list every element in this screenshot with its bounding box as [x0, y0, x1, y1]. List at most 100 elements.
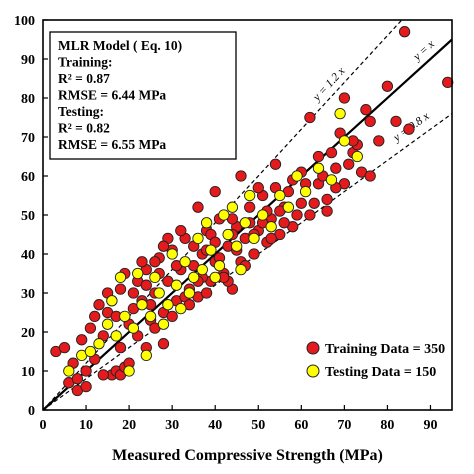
data-point-series-1 — [244, 189, 256, 202]
data-point-series-1 — [157, 318, 170, 330]
info-box-frame — [49, 31, 237, 160]
y-tick-label: 50 — [21, 209, 35, 224]
data-point-series-1 — [101, 318, 114, 330]
data-point-series-1 — [144, 310, 157, 323]
data-point-series-0 — [330, 162, 342, 174]
info-box-line: MLR Model ( Eq. 10) — [58, 38, 182, 53]
data-point-series-1 — [248, 232, 260, 245]
data-point-series-0 — [398, 26, 411, 38]
axes: 0 10 20 30 40 50 60 70 80 90 0 10 20 30 40 50 60 70 80 90 10… — [14, 14, 453, 433]
data-point-series-1 — [205, 244, 217, 256]
data-point-series-1 — [166, 248, 178, 260]
data-point-series-1 — [299, 185, 312, 198]
info-box-line: RMSE = 6.55 MPa — [58, 137, 166, 152]
y-tick-label: 0 — [28, 404, 35, 419]
x-tick-label: 90 — [423, 418, 437, 433]
data-point-series-1 — [209, 271, 221, 284]
data-point-series-0 — [89, 310, 101, 323]
x-tick-label: 20 — [122, 418, 136, 433]
x-tick-label: 0 — [40, 418, 47, 433]
data-point-series-1 — [149, 271, 161, 284]
data-point-series-0 — [364, 115, 376, 128]
data-point-series-1 — [114, 271, 127, 284]
reference-line-label-0: y = x — [411, 38, 438, 64]
data-point-series-1 — [170, 279, 183, 291]
data-point-series-1 — [175, 302, 187, 315]
legend-marker-0 — [306, 341, 320, 355]
x-tick-label: 80 — [380, 418, 394, 433]
data-point-series-0 — [136, 256, 148, 268]
legend-label-0: Training Data = 350 — [325, 342, 445, 357]
data-point-series-0 — [338, 92, 351, 104]
data-point-series-0 — [304, 209, 316, 221]
info-box-line: Training: — [58, 55, 113, 70]
data-point-series-0 — [166, 310, 178, 323]
data-point-series-1 — [183, 287, 196, 299]
data-point-series-1 — [179, 256, 191, 268]
data-point-series-0 — [373, 135, 385, 147]
data-point-series-1 — [162, 299, 174, 311]
data-point-series-0 — [114, 341, 127, 354]
data-point-series-1 — [192, 232, 204, 245]
x-tick-label: 40 — [208, 418, 222, 433]
data-point-series-0 — [192, 201, 204, 213]
data-point-series-0 — [252, 182, 264, 194]
data-point-series-0 — [157, 338, 170, 350]
data-point-series-0 — [360, 104, 372, 116]
data-point-series-1 — [63, 365, 75, 377]
data-point-series-0 — [84, 322, 97, 334]
y-tick-label: 20 — [21, 326, 35, 341]
data-point-series-1 — [84, 345, 97, 358]
data-point-series-0 — [308, 197, 320, 209]
data-point-series-1 — [256, 209, 269, 221]
x-tick-label: 70 — [337, 418, 351, 433]
data-point-series-1 — [291, 170, 303, 182]
legend: Training Data = 350 Testing Data = 150 — [306, 341, 445, 380]
model-info-box: MLR Model ( Eq. 10) Training:R² = 0.87 RMS… — [49, 31, 237, 160]
data-point-series-0 — [200, 287, 213, 299]
data-point-series-0 — [325, 146, 338, 159]
data-point-series-1 — [153, 287, 165, 299]
y-tick-label: 80 — [21, 92, 35, 107]
data-point-series-0 — [295, 197, 307, 209]
data-point-series-0 — [403, 123, 415, 135]
data-point-series-0 — [278, 217, 290, 229]
data-point-series-0 — [58, 341, 71, 354]
data-point-series-1 — [132, 267, 144, 280]
info-box-line: Testing: — [58, 104, 104, 119]
y-tick-label: 10 — [21, 365, 35, 380]
data-point-series-0 — [312, 150, 325, 163]
data-point-series-0 — [390, 115, 402, 128]
data-point-series-0 — [157, 240, 170, 252]
data-point-series-1 — [140, 349, 152, 362]
data-point-series-0 — [140, 279, 152, 291]
data-point-series-0 — [76, 334, 88, 346]
data-point-series-0 — [97, 369, 109, 381]
y-tick-label: 30 — [21, 287, 35, 302]
data-point-series-1 — [106, 295, 118, 307]
data-point-series-1 — [218, 209, 230, 221]
x-tick-label: 50 — [251, 418, 265, 433]
data-point-series-0 — [265, 232, 277, 245]
data-point-series-1 — [334, 107, 346, 120]
data-point-series-1 — [226, 201, 239, 213]
x-tick-label: 60 — [294, 418, 308, 433]
data-point-series-1 — [110, 330, 122, 342]
legend-label-1: Testing Data = 150 — [325, 365, 436, 380]
data-point-series-1 — [282, 201, 295, 213]
data-point-series-1 — [312, 162, 325, 174]
data-point-series-1 — [325, 174, 338, 186]
data-point-series-0 — [321, 193, 333, 206]
info-box-line: R² = 0.82 — [58, 121, 110, 136]
data-point-series-1 — [274, 189, 286, 202]
data-points — [50, 26, 454, 397]
data-point-series-0 — [291, 209, 303, 221]
data-point-series-0 — [304, 111, 316, 124]
data-point-series-0 — [149, 256, 161, 268]
data-point-series-1 — [338, 135, 351, 147]
data-point-series-1 — [351, 150, 363, 163]
reference-line-1 — [42, 19, 403, 411]
info-box-line: R² = 0.87 — [58, 71, 110, 86]
data-point-series-0 — [175, 224, 187, 237]
